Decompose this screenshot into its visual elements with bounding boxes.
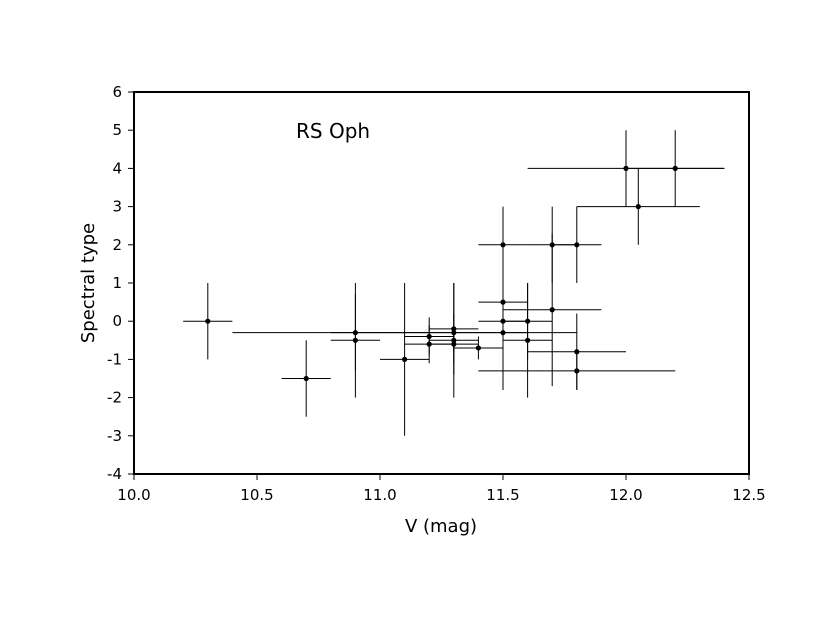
data-point xyxy=(574,368,580,374)
x-tick-label: 10.0 xyxy=(117,486,150,504)
data-point xyxy=(352,337,358,343)
y-tick-label: 1 xyxy=(112,274,122,292)
data-point xyxy=(574,242,580,248)
data-point xyxy=(525,337,531,343)
data-point xyxy=(402,356,408,362)
x-tick-label: 12.0 xyxy=(609,486,642,504)
y-tick-label: 6 xyxy=(112,83,122,101)
data-point xyxy=(672,165,678,171)
data-point xyxy=(623,165,629,171)
data-point xyxy=(352,330,358,336)
data-point xyxy=(525,318,531,324)
y-axis-ticks: -4 -3 -2 -1 0 1 2 3 4 5 6 xyxy=(107,83,134,483)
y-tick-label: -2 xyxy=(107,389,122,407)
error-bars xyxy=(183,130,725,436)
data-points xyxy=(205,165,678,382)
data-point xyxy=(475,345,481,351)
data-point xyxy=(426,333,432,340)
y-tick-label: 5 xyxy=(112,121,122,139)
y-axis-title: Spectral type xyxy=(78,223,99,343)
data-point xyxy=(500,318,506,324)
data-point xyxy=(426,341,432,347)
data-point xyxy=(451,341,457,347)
x-tick-label: 10.5 xyxy=(240,486,273,504)
data-point xyxy=(451,326,457,332)
x-tick-label: 12.5 xyxy=(732,486,765,504)
x-axis-title: V (mag) xyxy=(405,516,477,537)
x-tick-label: 11.0 xyxy=(363,486,396,504)
data-point xyxy=(500,299,506,305)
y-tick-label: 3 xyxy=(112,198,122,216)
x-tick-label: 11.5 xyxy=(486,486,519,504)
y-tick-label: -1 xyxy=(107,350,122,368)
data-point xyxy=(574,349,580,355)
data-point xyxy=(451,337,457,343)
data-point xyxy=(451,330,457,336)
y-tick-label: -4 xyxy=(107,465,122,483)
chart-annotation: RS Oph xyxy=(296,119,370,143)
y-tick-label: 0 xyxy=(112,312,122,330)
data-point xyxy=(303,375,309,382)
data-point xyxy=(205,318,211,324)
plot-frame xyxy=(133,91,750,475)
y-tick-label: 2 xyxy=(112,236,122,254)
x-axis-ticks: 10.0 10.5 11.0 11.5 12.0 12.5 xyxy=(117,474,766,504)
y-tick-label: -3 xyxy=(107,427,122,445)
data-point xyxy=(549,307,555,313)
data-point xyxy=(549,242,555,248)
y-tick-label: 4 xyxy=(112,159,122,177)
data-point xyxy=(500,330,506,336)
data-point xyxy=(500,242,506,248)
data-point xyxy=(635,204,641,210)
